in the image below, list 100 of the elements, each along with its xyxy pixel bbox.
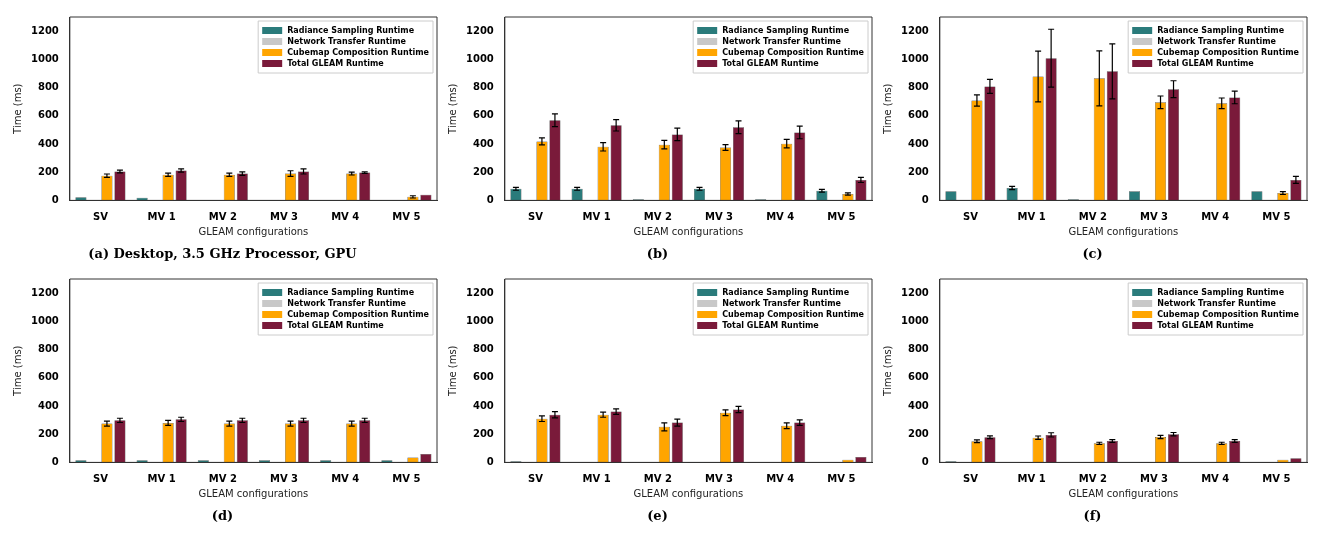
x-tick-label: MV 5 — [1262, 472, 1291, 484]
y-axis-title: Time (ms) — [446, 345, 458, 397]
x-tick-label: MV 2 — [1078, 472, 1107, 484]
y-tick-label: 200 — [472, 427, 494, 439]
x-tick-label: MV 3 — [269, 472, 299, 484]
legend-label: Network Transfer Runtime — [287, 37, 407, 47]
y-tick-label: 1000 — [465, 314, 494, 326]
legend-label: Cubemap Composition Runtime — [722, 310, 865, 320]
y-tick-label: 600 — [907, 371, 929, 383]
y-tick-label: 200 — [37, 427, 59, 439]
x-tick-label: MV 2 — [208, 472, 237, 484]
x-tick-label: SV — [962, 472, 979, 484]
x-tick-label: MV 2 — [643, 472, 672, 484]
y-tick-label: 600 — [37, 371, 59, 383]
x-tick-label: SV — [962, 210, 979, 222]
x-tick-label: MV 4 — [766, 210, 795, 222]
x-tick-label: MV 4 — [1201, 472, 1230, 484]
legend-label: Cubemap Composition Runtime — [722, 48, 865, 58]
y-tick-label: 600 — [472, 109, 494, 121]
x-tick-label: MV 5 — [1262, 210, 1291, 222]
y-tick-label: 0 — [486, 455, 494, 467]
y-tick-label: 800 — [907, 343, 929, 355]
x-tick-label: MV 5 — [392, 210, 421, 222]
y-tick-label: 200 — [907, 427, 929, 439]
y-tick-label: 1000 — [30, 52, 59, 64]
x-tick-label: MV 5 — [827, 472, 856, 484]
text: (b) — [646, 245, 669, 261]
legend-label: Network Transfer Runtime — [722, 37, 842, 47]
x-axis-title: GLEAM configurations — [1068, 225, 1179, 237]
y-tick-label: 0 — [921, 193, 929, 205]
x-tick-label: MV 1 — [147, 472, 176, 484]
legend-label: Total GLEAM Runtime — [287, 321, 385, 331]
y-axis-title: Time (ms) — [881, 83, 893, 135]
legend-label: Total GLEAM Runtime — [287, 59, 385, 69]
y-tick-label: 0 — [51, 193, 59, 205]
y-tick-label: 800 — [472, 343, 494, 355]
y-tick-label: 1200 — [465, 286, 494, 298]
y-tick-label: 400 — [907, 399, 929, 411]
text: (f) — [1083, 507, 1102, 523]
y-tick-label: 1200 — [465, 24, 494, 36]
x-axis-title: GLEAM configurations — [198, 487, 309, 499]
legend-label: Cubemap Composition Runtime — [1157, 48, 1300, 58]
y-tick-label: 0 — [921, 455, 929, 467]
y-tick-label: 600 — [37, 109, 59, 121]
x-tick-label: MV 4 — [331, 210, 360, 222]
x-tick-label: SV — [527, 472, 544, 484]
y-tick-label: 1000 — [900, 314, 929, 326]
legend-label: Radiance Sampling Runtime — [722, 26, 850, 36]
y-tick-label: 200 — [37, 165, 59, 177]
legend-label: Radiance Sampling Runtime — [287, 26, 415, 36]
text: (e) — [647, 507, 668, 523]
y-tick-label: 600 — [907, 109, 929, 121]
text: (c) — [1082, 245, 1103, 261]
y-tick-label: 400 — [472, 399, 494, 411]
y-tick-label: 1000 — [465, 52, 494, 64]
legend-label: Total GLEAM Runtime — [1157, 321, 1255, 331]
legend-label: Network Transfer Runtime — [1157, 299, 1277, 309]
x-tick-label: MV 3 — [269, 210, 299, 222]
x-tick-label: MV 3 — [1139, 472, 1169, 484]
y-tick-label: 0 — [51, 455, 59, 467]
x-tick-label: MV 3 — [1139, 210, 1169, 222]
y-tick-label: 1200 — [900, 286, 929, 298]
x-tick-label: MV 4 — [1201, 210, 1230, 222]
y-tick-label: 800 — [37, 343, 59, 355]
x-tick-label: MV 3 — [704, 210, 734, 222]
legend-label: Network Transfer Runtime — [1157, 37, 1277, 47]
legend-label: Radiance Sampling Runtime — [1157, 26, 1285, 36]
y-tick-label: 1200 — [900, 24, 929, 36]
y-tick-label: 800 — [472, 81, 494, 93]
x-tick-label: SV — [527, 210, 544, 222]
x-tick-label: MV 4 — [331, 472, 360, 484]
x-tick-label: MV 1 — [147, 210, 176, 222]
x-tick-label: MV 1 — [582, 210, 611, 222]
legend-label: Total GLEAM Runtime — [1157, 59, 1255, 69]
legend-label: Radiance Sampling Runtime — [1157, 288, 1285, 298]
x-tick-label: MV 2 — [208, 210, 237, 222]
x-tick-label: MV 5 — [392, 472, 421, 484]
y-tick-label: 400 — [37, 399, 59, 411]
y-tick-label: 200 — [472, 165, 494, 177]
y-tick-label: 400 — [472, 137, 494, 149]
y-tick-label: 1000 — [900, 52, 929, 64]
legend-label: Cubemap Composition Runtime — [287, 48, 430, 58]
x-tick-label: MV 2 — [643, 210, 672, 222]
x-tick-label: SV — [92, 472, 109, 484]
y-axis-title: Time (ms) — [11, 345, 23, 397]
legend-label: Total GLEAM Runtime — [722, 59, 820, 69]
x-tick-label: MV 3 — [704, 472, 734, 484]
y-tick-label: 600 — [472, 371, 494, 383]
y-axis-title: Time (ms) — [881, 345, 893, 397]
y-axis-title: Time (ms) — [11, 83, 23, 135]
x-axis-title: GLEAM configurations — [1068, 487, 1179, 499]
x-tick-label: MV 1 — [1017, 210, 1046, 222]
text: (a) Desktop, 3.5 GHz Processor, GPU — [88, 245, 358, 261]
y-tick-label: 1200 — [30, 24, 59, 36]
y-tick-label: 0 — [486, 193, 494, 205]
text: (d) — [211, 507, 234, 523]
legend-label: Total GLEAM Runtime — [722, 321, 820, 331]
x-tick-label: MV 2 — [1078, 210, 1107, 222]
x-tick-label: MV 5 — [827, 210, 856, 222]
y-tick-label: 200 — [907, 165, 929, 177]
